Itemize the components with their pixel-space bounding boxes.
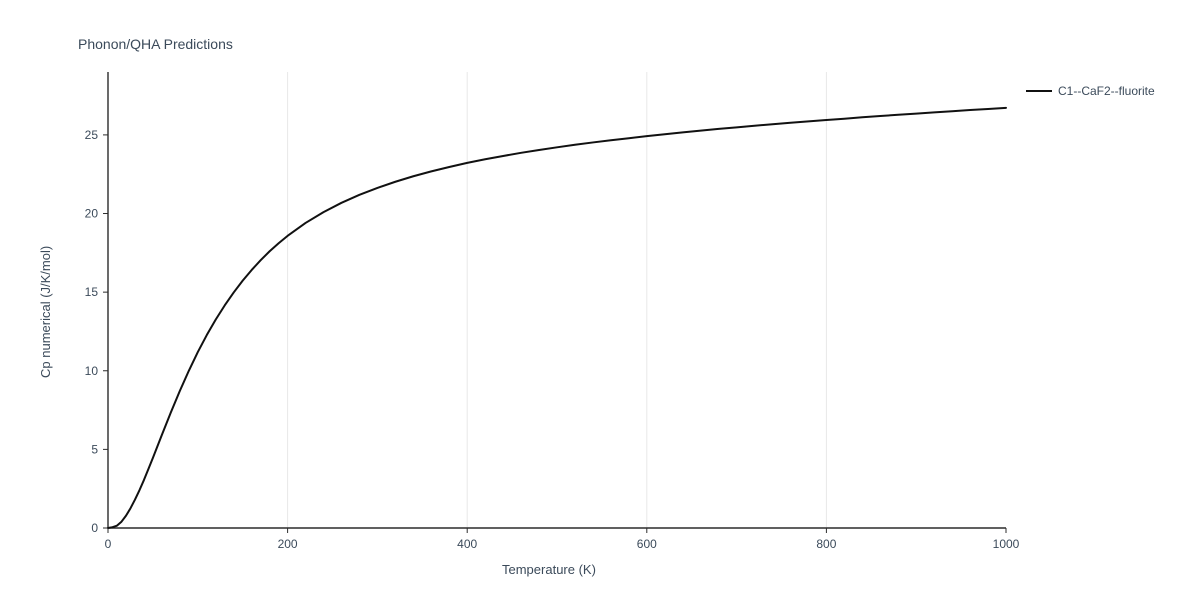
y-tick-label: 5 [91, 442, 98, 456]
x-tick-label: 200 [278, 537, 298, 551]
y-tick-label: 15 [85, 285, 99, 299]
x-tick-label: 800 [816, 537, 836, 551]
x-tick-label: 600 [637, 537, 657, 551]
legend-label: C1--CaF2--fluorite [1058, 84, 1155, 98]
chart-title: Phonon/QHA Predictions [78, 36, 233, 52]
series-line [108, 108, 1006, 528]
x-tick-label: 400 [457, 537, 477, 551]
chart-container: { "chart": { "type": "line", "title": "P… [0, 0, 1200, 600]
x-tick-label: 0 [105, 537, 112, 551]
y-tick-label: 0 [91, 521, 98, 535]
y-axis-label: Cp numerical (J/K/mol) [38, 246, 53, 378]
x-axis-label: Temperature (K) [502, 562, 596, 577]
y-tick-label: 10 [85, 364, 99, 378]
legend-swatch [1026, 90, 1052, 92]
y-tick-label: 25 [85, 128, 99, 142]
x-tick-label: 1000 [993, 537, 1020, 551]
y-tick-label: 20 [85, 207, 99, 221]
legend: C1--CaF2--fluorite [1026, 84, 1155, 98]
chart-plot: 0 200 400 600 800 1000 0 5 10 15 20 25 [0, 0, 1200, 600]
